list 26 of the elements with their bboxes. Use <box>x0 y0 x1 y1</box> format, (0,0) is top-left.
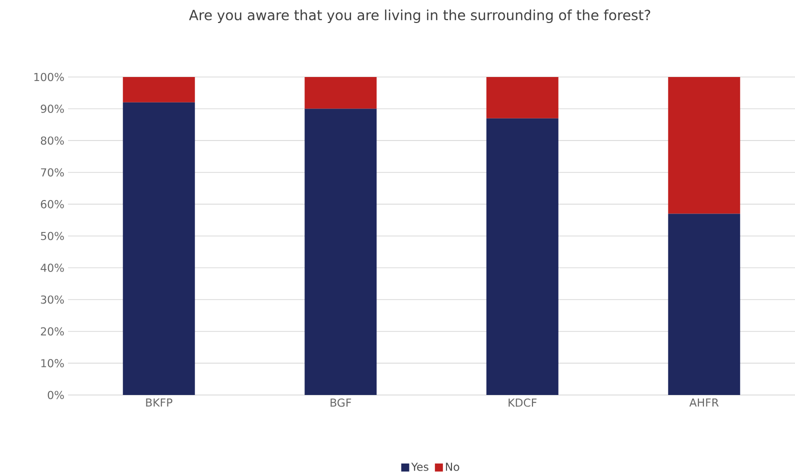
bar <box>486 76 558 118</box>
y-tick-label: 50% <box>40 232 64 240</box>
x-tick-label: AHFR <box>689 398 719 406</box>
y-tick-label: 10% <box>41 359 64 368</box>
y-tick-label: 40% <box>40 264 64 272</box>
y-tick-label: 90% <box>40 104 64 113</box>
x-tick-label: BKFP <box>146 398 172 406</box>
y-tick-label: 30% <box>40 295 64 304</box>
legend-label: No <box>446 462 460 471</box>
y-tick-label: 20% <box>40 327 64 336</box>
y-tick-label: 0% <box>48 390 64 400</box>
bar <box>122 76 195 102</box>
y-tick-label: 100% <box>34 72 64 82</box>
y-tick-label: 60% <box>40 200 64 208</box>
bar <box>304 76 377 109</box>
y-tick-label: 80% <box>40 136 64 145</box>
y-tick-label: 70% <box>41 168 64 177</box>
x-tick-label: KDCF <box>508 398 537 407</box>
bar <box>668 214 740 395</box>
chart-title: Are you aware that you are living in the surrounding of the forest? <box>189 10 650 24</box>
x-tick-label: BGF <box>330 398 352 407</box>
bar <box>668 76 740 214</box>
legend-label: Yes <box>411 462 428 471</box>
bar <box>304 108 377 395</box>
bar <box>486 118 558 395</box>
bar <box>122 102 195 395</box>
